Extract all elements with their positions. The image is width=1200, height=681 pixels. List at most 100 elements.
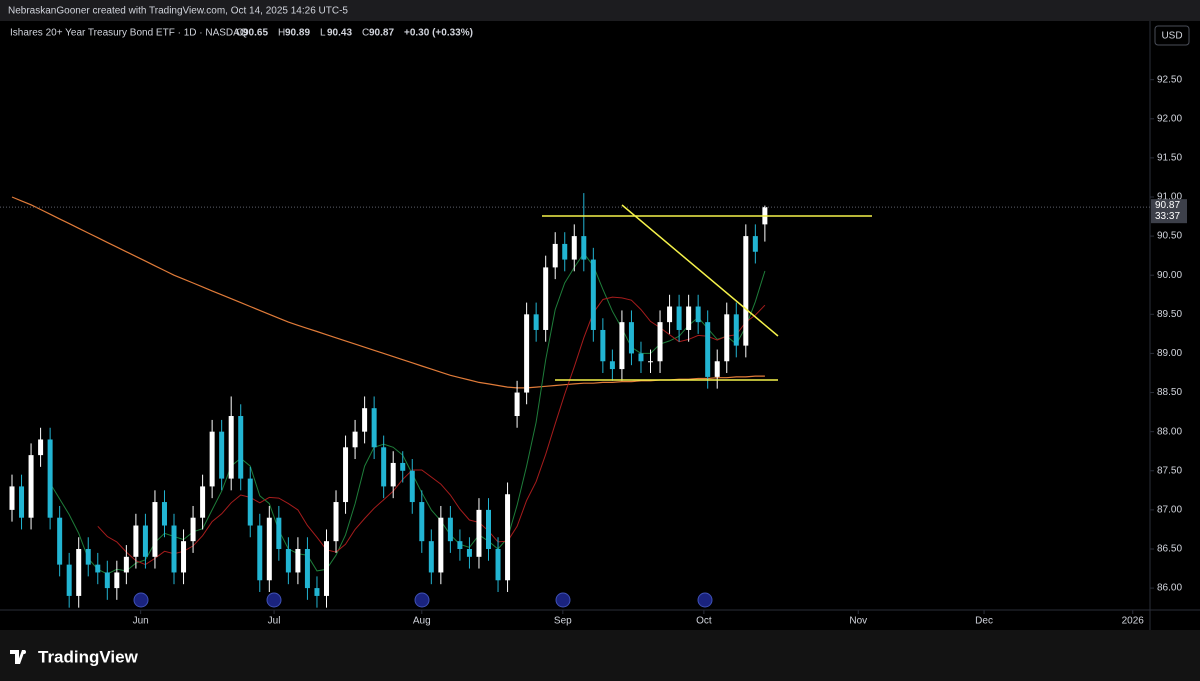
ohlc-letter: L [320,28,326,39]
logo-icon [10,650,30,664]
candle-body [648,361,654,363]
candle-body [171,525,177,573]
candle-body [257,525,263,581]
y-tick-label: 92.00 [1157,113,1182,124]
candle-body [95,564,101,573]
candle-body [657,322,663,362]
legend: Ishares 20+ Year Treasury Bond ETF · 1D … [10,28,473,39]
candle-body [752,236,758,252]
candle-body [123,556,129,573]
candle-body [200,486,206,518]
candle-body [114,572,120,589]
y-tick-label: 86.00 [1157,583,1182,594]
dividend-marker[interactable] [133,592,149,608]
candle-body [714,361,720,377]
x-tick-label: Jun [133,616,149,627]
candle-body [161,502,167,526]
candle-body [47,439,53,518]
candle-body [419,502,425,542]
y-tick-label: 87.50 [1157,465,1182,476]
x-tick-label: Oct [696,616,712,627]
candle-body [676,306,682,330]
dividend-marker[interactable] [266,592,282,608]
y-tick-label: 89.00 [1157,348,1182,359]
candle-body [28,455,34,518]
candle-body [76,548,82,596]
y-tick-label: 91.00 [1157,192,1182,203]
slow-moving-average [97,296,766,566]
candle-body [133,525,139,557]
candle-body [333,502,339,542]
drawings [542,204,872,381]
candle-body [266,517,272,581]
candle-body [152,502,158,557]
ohlc-letter: O [236,28,244,39]
plot-area [0,21,1200,630]
ohlc-letter: H [278,28,285,39]
candle-body [285,548,291,573]
candle-body [524,314,530,393]
candle-body [381,447,387,487]
legend-title: Ishares 20+ Year Treasury Bond ETF · 1D … [10,28,248,39]
y-tick-label: 86.50 [1157,544,1182,555]
candle-body [628,322,634,354]
y-tick-label: 87.00 [1157,505,1182,516]
change: +0.30 (+0.33%) [404,28,473,39]
currency-button[interactable] [1154,25,1190,46]
candle-body [686,306,692,330]
candle-body [181,541,187,573]
candle-body [581,236,587,260]
last-price-label: 90.87 [1155,200,1180,211]
x-tick-label: Jul [268,616,281,627]
candle-body [228,416,234,479]
currency: USD [1161,31,1182,42]
dividend-marker[interactable] [697,592,713,608]
candle-body [190,517,196,542]
candle-body [705,322,711,377]
x-tick-label: Sep [554,616,572,627]
candle-body [476,509,482,557]
candle-body [343,447,349,503]
last-price-box [1151,199,1187,224]
dividend-marker[interactable] [414,592,430,608]
candle-body [600,329,606,362]
marks: 86.00 86.50 87.00 87.50 88.00 88.50 89.00 89.50… [0,74,1187,627]
candle-body [571,236,577,260]
candle-body [142,525,148,557]
candle-body [276,517,282,549]
ohlc-value: 90.89 [285,28,310,39]
candle-body [495,548,501,581]
top-strip [0,0,1200,21]
candle-body [390,462,396,487]
candle-body [362,408,368,432]
candle-body [447,517,453,542]
dividend-marker[interactable] [555,592,571,608]
candle-body [238,416,244,479]
candle-body [667,306,673,323]
candle-body [323,541,329,596]
candle-body [38,439,44,456]
countdown: 33:37 [1155,211,1180,222]
candle-body [66,564,72,596]
candle-body [638,353,644,362]
candle-body [9,486,15,510]
trend-line [621,204,779,337]
logo-text: TradingView [38,647,139,666]
candle-body [695,306,701,323]
candle-body [533,314,539,330]
long-moving-average [11,196,765,389]
candle-body [428,541,434,573]
x-tick-label: Nov [849,616,867,627]
candle-body [743,236,749,346]
logo-dot [22,650,26,654]
candle-body [247,478,253,526]
ohlc-value: 90.65 [243,28,268,39]
candle-body [304,548,310,589]
ohlc-value: 90.87 [369,28,394,39]
candle-body [514,392,520,417]
candle-body [219,431,225,479]
candle-body [209,431,215,487]
candle-body [619,322,625,370]
candle-body [314,588,320,596]
